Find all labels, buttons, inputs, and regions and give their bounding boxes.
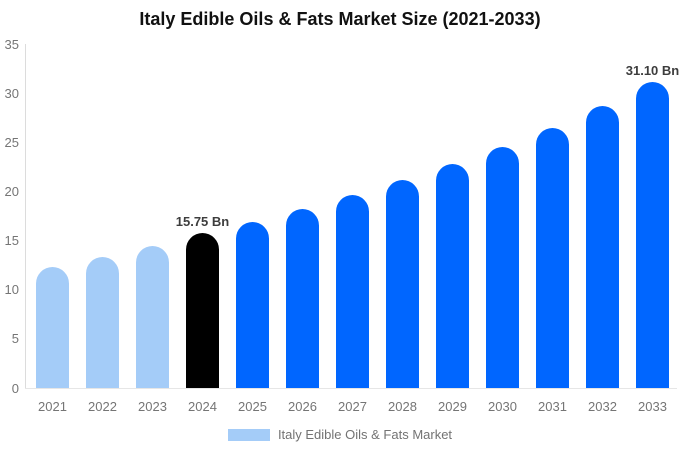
bar-2021 (36, 267, 69, 388)
x-tick-label: 2025 (238, 399, 267, 414)
x-tick-label: 2028 (388, 399, 417, 414)
x-tick-label: 2022 (88, 399, 117, 414)
x-tick-label: 2023 (138, 399, 167, 414)
bar-2033 (636, 82, 669, 388)
y-axis-line (25, 44, 26, 388)
bar-2028 (386, 180, 419, 388)
y-tick-label: 25 (4, 134, 19, 150)
x-tick-label: 2026 (288, 399, 317, 414)
value-label-2033: 31.10 Bn (625, 63, 680, 79)
y-tick-label: 10 (4, 282, 19, 298)
x-tick-label: 2029 (438, 399, 467, 414)
x-tick-label: 2032 (588, 399, 617, 414)
bar-2025 (236, 221, 269, 388)
y-tick-label: 30 (4, 85, 19, 101)
y-tick-label: 5 (11, 331, 19, 347)
value-label-2024: 15.75 Bn (175, 214, 230, 230)
bar-2031 (536, 128, 569, 388)
bar-2032 (586, 105, 619, 388)
bar-2027 (336, 194, 369, 388)
legend-label: Italy Edible Oils & Fats Market (277, 427, 453, 442)
x-tick-label: 2024 (188, 399, 217, 414)
x-tick-label: 2030 (488, 399, 517, 414)
y-tick-label: 35 (4, 36, 19, 52)
bar-2026 (286, 208, 319, 388)
chart-title: Italy Edible Oils & Fats Market Size (20… (139, 9, 541, 29)
bar-2029 (436, 163, 469, 388)
y-tick-label: 0 (11, 380, 19, 396)
legend-swatch (227, 428, 270, 441)
bar-2023 (136, 246, 169, 388)
bar-2024 (186, 233, 219, 388)
y-tick-label: 15 (4, 233, 19, 249)
x-tick-label: 2021 (38, 399, 67, 414)
bar-2030 (486, 146, 519, 388)
x-tick-label: 2033 (638, 399, 667, 414)
x-tick-label: 2031 (538, 399, 567, 414)
x-tick-label: 2027 (338, 399, 367, 414)
legend: Italy Edible Oils & Fats Market (0, 427, 680, 442)
bar-2022 (86, 257, 119, 388)
y-tick-label: 20 (4, 183, 19, 199)
x-axis-line (25, 388, 677, 389)
